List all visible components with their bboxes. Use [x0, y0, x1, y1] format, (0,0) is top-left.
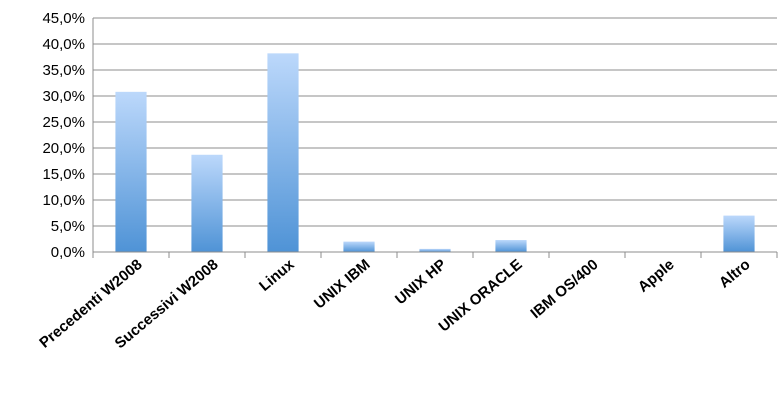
x-category-label: IBM OS/400: [527, 256, 601, 322]
y-tick-label: 25,0%: [42, 114, 85, 131]
bar-linux: [267, 53, 299, 252]
bar-unix-hp: [419, 248, 451, 252]
x-category-label: UNIX HP: [392, 256, 450, 308]
y-tick-label: 15,0%: [42, 166, 85, 183]
y-tick-label: 35,0%: [42, 62, 85, 79]
bar-altro: [723, 215, 755, 252]
axes: [92, 18, 778, 258]
bar-successivi-w2008: [191, 154, 223, 252]
bar-unix-ibm: [343, 241, 375, 252]
y-tick-label: 20,0%: [42, 140, 85, 157]
bar-unix-oracle: [495, 240, 527, 252]
y-tick-labels: 0,0% 5,0% 10,0% 15,0% 20,0% 25,0% 30,0% 35,0% 40…: [42, 10, 85, 261]
y-tick-label: 30,0%: [42, 88, 85, 105]
x-category-label: UNIX IBM: [311, 256, 374, 312]
x-category-label: Linux: [256, 256, 298, 295]
y-tick-label: 45,0%: [42, 10, 85, 27]
bar-precedenti-w2008: [115, 91, 147, 252]
x-category-label: Apple: [635, 256, 678, 296]
y-tick-label: 5,0%: [51, 218, 85, 235]
bars: [115, 53, 755, 252]
x-category-label: Altro: [716, 256, 754, 292]
y-tick-label: 10,0%: [42, 192, 85, 209]
y-tick-label: 40,0%: [42, 36, 85, 53]
y-tick-label: 0,0%: [51, 244, 85, 261]
x-category-label: UNIX ORACLE: [435, 256, 525, 335]
